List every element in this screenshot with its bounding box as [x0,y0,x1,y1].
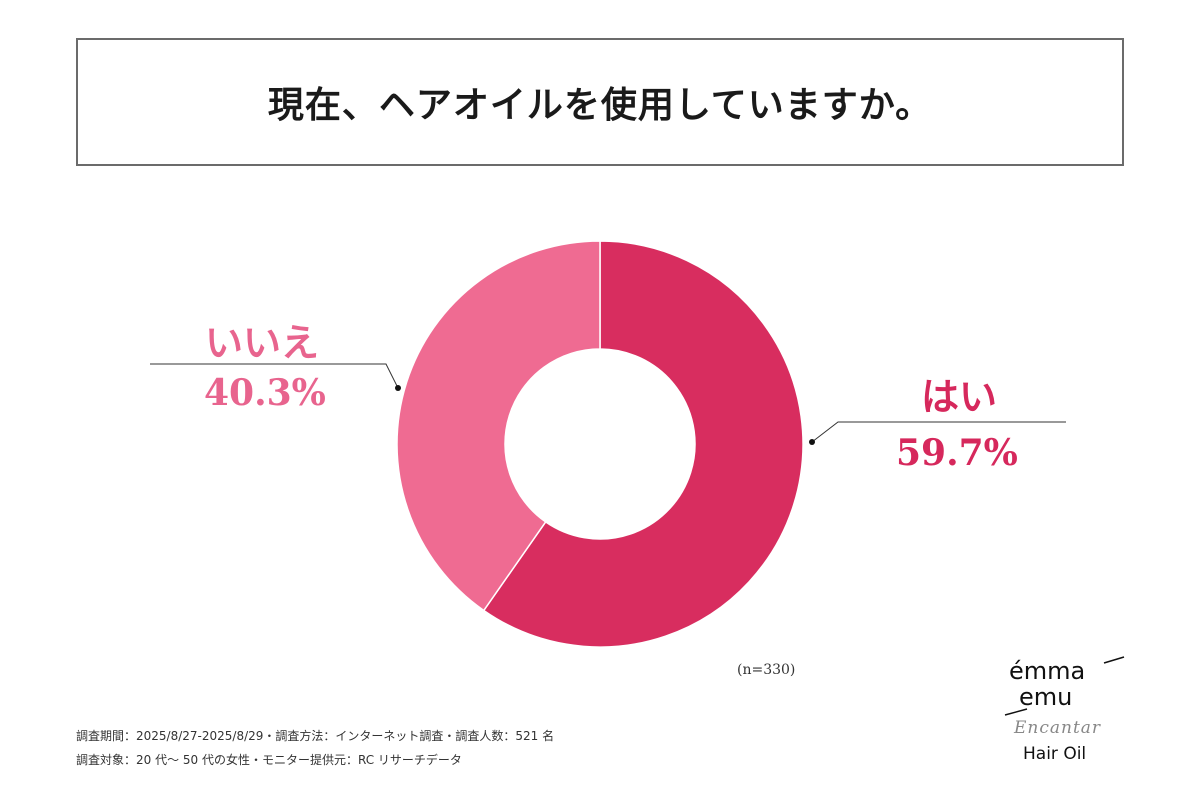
label-yes-value: 59.7% [896,432,1018,474]
logo-script: Encantar [1014,718,1102,738]
brand-logo: émma emu Encantar Hair Oil [1000,655,1130,770]
chart-title: 現在、ヘアオイルを使用していますか。 [267,84,933,126]
slice-yes [482,240,804,648]
label-no-category: いいえ [205,320,320,365]
label-yes-category: はい [921,374,998,419]
footer-survey-target: 調査対象：20 代〜 50 代の女性・モニター提供元：RC リサーチデータ [76,753,462,767]
slice-no [396,240,601,612]
leader-dot-no [395,385,401,391]
label-no-value: 40.3% [204,372,326,414]
leader-line-no [150,363,399,389]
logo-product: Hair Oil [1023,744,1087,764]
sample-size: (n=330) [737,662,796,678]
leader-line-yes [811,421,1066,443]
footer-survey-info: 調査期間：2025/8/27-2025/8/29・調査方法：インターネット調査・… [76,729,555,743]
logo-brand-line2: emu [1019,683,1073,711]
leader-dot-yes [809,439,815,445]
logo-strokes [1004,656,1125,716]
logo-brand-line1: émma [1009,657,1086,685]
title-box: 現在、ヘアオイルを使用していますか。 [76,38,1124,166]
